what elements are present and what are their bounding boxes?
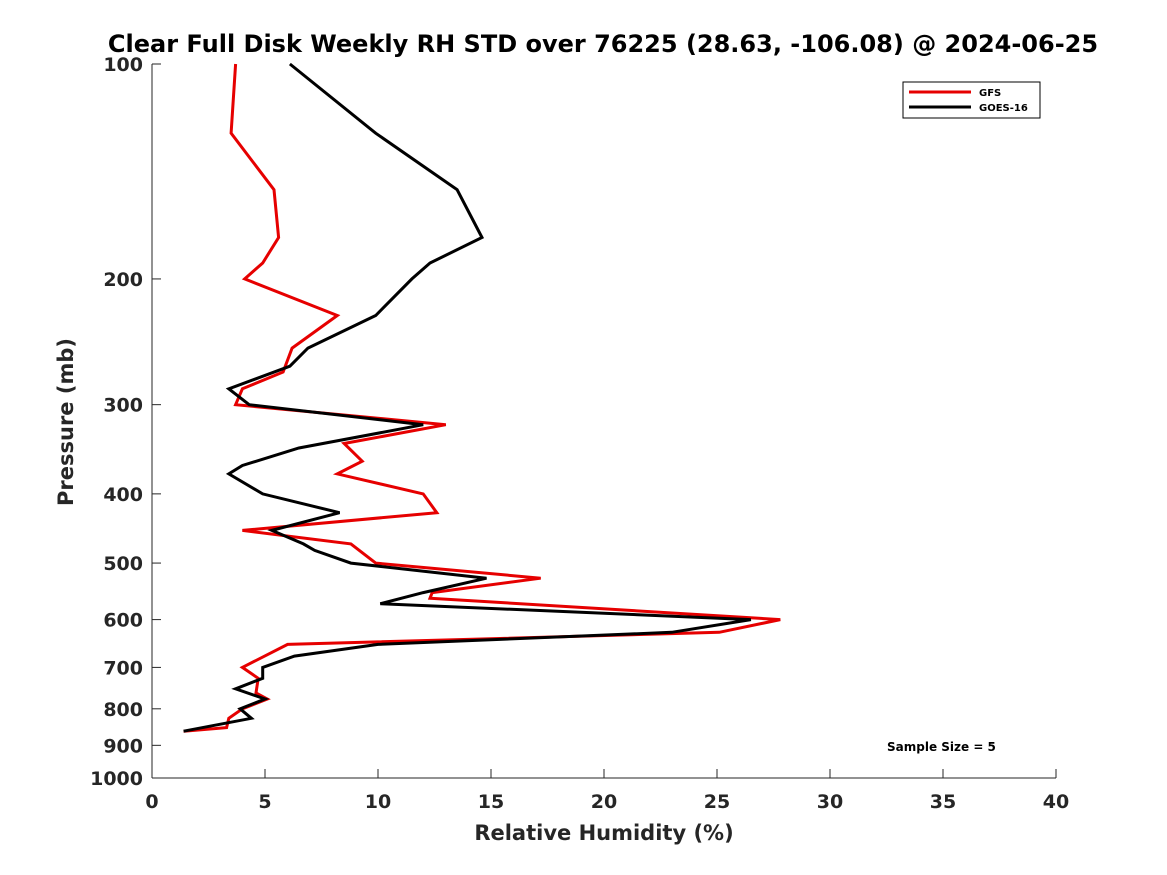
series-line-goes-16 [183,62,752,733]
x-tick-label: 40 [1043,791,1069,813]
x-tick-label: 5 [258,791,271,813]
y-tick-label: 1000 [90,768,143,790]
legend-box [902,81,1041,119]
y-tick-label: 600 [103,610,143,632]
x-tick-label: 10 [365,791,391,813]
chart-title: Clear Full Disk Weekly RH STD over 76225… [108,30,1098,58]
y-tick-label: 900 [103,735,143,757]
x-tick-label: 35 [930,791,956,813]
x-tick-label: 15 [478,791,504,813]
y-tick-label: 700 [103,657,143,679]
y-tick-label: 800 [103,699,143,721]
series-layer [183,62,781,733]
legend-label-goes16: GOES-16 [979,103,1028,114]
x-axis-label: Relative Humidity (%) [474,821,733,845]
y-tick-label: 500 [103,553,143,575]
sample-size-annotation: Sample Size = 5 [887,740,996,754]
y-tick-label: 100 [103,54,143,76]
axes-group: 0 5 10 15 20 25 30 35 40 100 200 300 400 500 600 700 800… [90,54,1069,813]
legend-label-gfs: GFS [979,88,1001,99]
legend: GFS GOES-16 [902,81,1041,119]
y-tick-label: 300 [103,395,143,417]
x-tick-label: 0 [145,791,158,813]
x-tick-label: 20 [591,791,617,813]
y-axis-label: Pressure (mb) [54,338,78,506]
x-tick-label: 25 [704,791,730,813]
series-line-gfs [183,63,781,733]
y-tick-label: 400 [103,484,143,506]
y-tick-label: 200 [103,269,143,291]
x-tick-label: 30 [817,791,843,813]
